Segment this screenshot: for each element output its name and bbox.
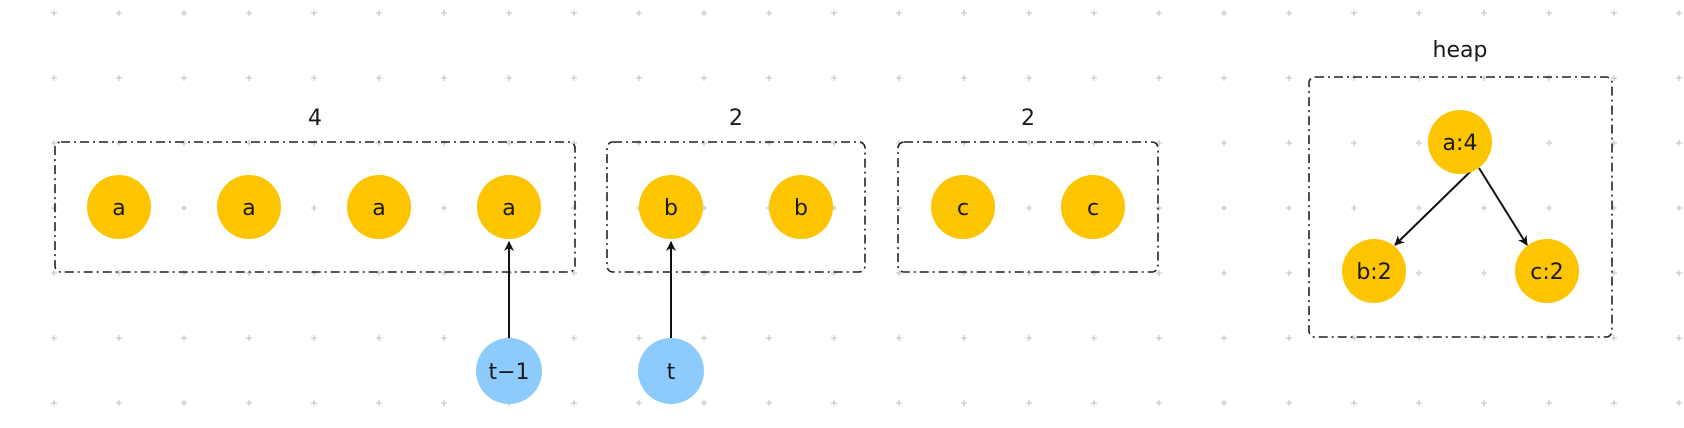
node-c-2: c (1061, 175, 1125, 239)
group-c: 2 c c (897, 106, 1159, 273)
heap-edge-right (1478, 167, 1528, 246)
heap-box (1308, 76, 1613, 338)
node-b-1: b (639, 175, 703, 239)
node-c-2-label: c (1087, 196, 1099, 221)
group-b: 2 b b (606, 106, 866, 273)
pointer-t-label: t (667, 360, 676, 385)
node-b-2-label: b (794, 196, 808, 221)
node-a-1: a (87, 175, 151, 239)
heap-edge-left (1394, 167, 1475, 246)
node-a-2-label: a (242, 196, 255, 221)
node-a-4-label: a (502, 196, 515, 221)
group-b-count: 2 (729, 106, 743, 131)
pointer-t: t (638, 241, 704, 404)
heap-node-root: a:4 (1428, 110, 1492, 174)
heap-node-right-label: c:2 (1530, 260, 1564, 285)
group-b-box (606, 141, 866, 273)
heap-node-root-label: a:4 (1443, 131, 1478, 156)
background-grid (51, 10, 1682, 406)
node-c-1-label: c (957, 196, 969, 221)
heap-node-left: b:2 (1342, 239, 1406, 303)
node-a-2: a (217, 175, 281, 239)
heap-panel: heap a:4 b:2 c:2 (1308, 38, 1613, 338)
pointer-t-minus-1: t−1 (476, 241, 542, 404)
pointer-t-minus-1-label: t−1 (488, 360, 529, 385)
node-a-3-label: a (372, 196, 385, 221)
node-b-2: b (769, 175, 833, 239)
group-c-box (897, 141, 1159, 273)
node-c-1: c (931, 175, 995, 239)
node-b-1-label: b (664, 196, 678, 221)
node-a-4: a (477, 175, 541, 239)
group-a-count: 4 (308, 106, 322, 131)
heap-node-left-label: b:2 (1356, 260, 1391, 285)
node-a-3: a (347, 175, 411, 239)
group-a-box (54, 141, 576, 273)
group-a: 4 a a a a (54, 106, 576, 273)
heap-title: heap (1433, 38, 1488, 63)
node-a-1-label: a (112, 196, 125, 221)
group-c-count: 2 (1021, 106, 1035, 131)
heap-node-right: c:2 (1515, 239, 1579, 303)
